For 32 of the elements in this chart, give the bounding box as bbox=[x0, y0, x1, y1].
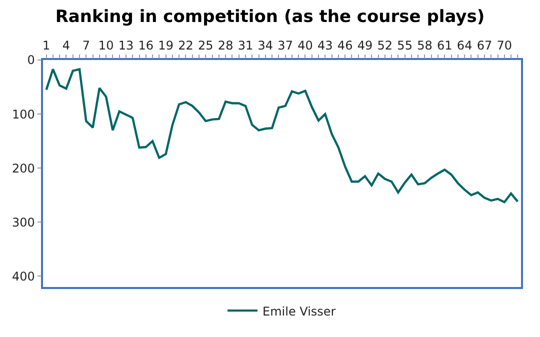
x-tick-label: 28 bbox=[218, 38, 234, 52]
y-tick-label: 300 bbox=[12, 215, 35, 230]
x-tick-label: 13 bbox=[118, 38, 134, 52]
x-tick-label: 37 bbox=[278, 38, 293, 52]
x-tick-label: 10 bbox=[98, 38, 114, 52]
x-tick-label: 19 bbox=[158, 38, 174, 52]
x-tick-label: 55 bbox=[397, 38, 412, 52]
line-series bbox=[45, 68, 519, 204]
x-tick-label: 22 bbox=[178, 38, 194, 52]
x-tick-label: 70 bbox=[496, 38, 512, 52]
x-tick-label: 43 bbox=[318, 38, 333, 52]
x-tick-label: 16 bbox=[138, 38, 154, 52]
x-tick-label: 1 bbox=[42, 38, 50, 52]
chart-title: Ranking in competition (as the course plays) bbox=[55, 7, 485, 28]
x-tick-label: 52 bbox=[377, 38, 393, 52]
y-tick-label: 0 bbox=[27, 53, 35, 68]
legend-label: Emile Visser bbox=[262, 304, 336, 318]
x-tick-label: 58 bbox=[417, 38, 432, 52]
x-tick-label: 34 bbox=[258, 38, 274, 52]
x-tick-label: 67 bbox=[476, 38, 492, 52]
x-tick-label: 40 bbox=[298, 38, 313, 52]
y-tick-label: 100 bbox=[12, 107, 35, 122]
x-tick-label: 61 bbox=[437, 38, 452, 52]
x-tick-label: 31 bbox=[238, 38, 254, 52]
x-tick-label: 46 bbox=[337, 38, 353, 52]
x-tick-label: 4 bbox=[62, 38, 70, 52]
x-tick-label: 25 bbox=[198, 38, 214, 52]
x-tick-label: 49 bbox=[357, 38, 373, 52]
y-tick-label: 200 bbox=[12, 161, 35, 176]
y-tick-label: 400 bbox=[12, 269, 35, 284]
x-tick-label: 64 bbox=[456, 38, 472, 52]
x-tick-label: 7 bbox=[82, 38, 90, 52]
